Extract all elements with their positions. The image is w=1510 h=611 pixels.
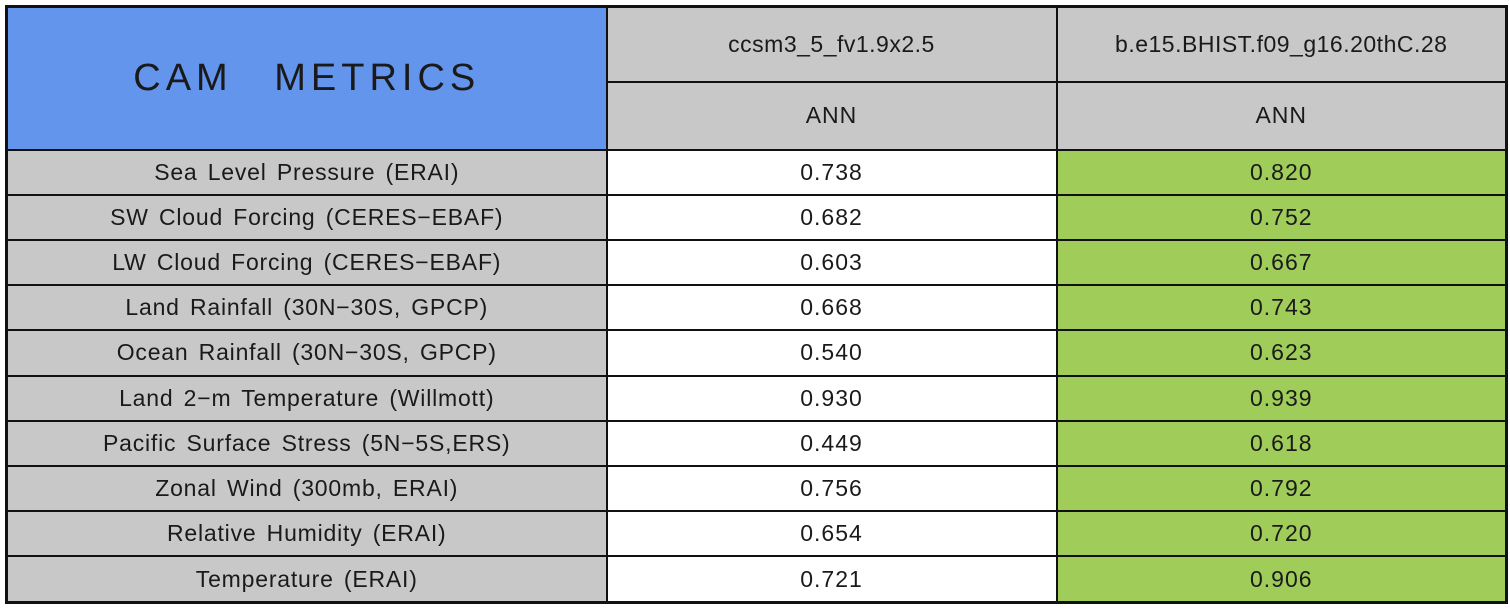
metric-label: Sea Level Pressure (ERAI) [5,148,608,196]
metric-value-model1: 0.603 [605,238,1058,287]
metric-value-model2: 0.618 [1055,419,1508,468]
column-subheader-season-1: ANN [605,80,1058,151]
metric-value-model1: 0.930 [605,374,1058,422]
table-row: SW Cloud Forcing (CERES−EBAF) 0.682 0.75… [5,193,1508,241]
metric-value-model2: 0.623 [1055,329,1508,377]
metric-value-model1: 0.540 [605,329,1058,377]
column-subheader-season-2: ANN [1055,80,1508,151]
metric-label: SW Cloud Forcing (CERES−EBAF) [5,193,608,241]
metric-value-model2: 0.667 [1055,238,1508,287]
header-row-models: CAM METRICS ccsm3_5_fv1.9x2.5 b.e15.BHIS… [5,5,1508,151]
table-row: Relative Humidity (ERAI) 0.654 0.720 [5,510,1508,558]
metric-value-model1: 0.668 [605,284,1058,332]
metric-label: Pacific Surface Stress (5N−5S,ERS) [5,419,608,468]
metric-value-model1: 0.721 [605,555,1058,604]
metric-value-model1: 0.756 [605,465,1058,513]
metric-value-model2: 0.906 [1055,555,1508,604]
table-row: Sea Level Pressure (ERAI) 0.738 0.820 [5,148,1508,196]
metric-value-model2: 0.792 [1055,465,1508,513]
table-row: Land 2−m Temperature (Willmott) 0.930 0.… [5,374,1508,422]
metric-value-model2: 0.820 [1055,148,1508,196]
table-row: Zonal Wind (300mb, ERAI) 0.756 0.792 [5,465,1508,513]
column-header-model-1: ccsm3_5_fv1.9x2.5 [605,5,1058,83]
table-row: LW Cloud Forcing (CERES−EBAF) 0.603 0.66… [5,238,1508,287]
metric-value-model1: 0.682 [605,193,1058,241]
metric-label: LW Cloud Forcing (CERES−EBAF) [5,238,608,287]
table-title: CAM METRICS [5,5,608,151]
metric-label: Ocean Rainfall (30N−30S, GPCP) [5,329,608,377]
cam-metrics-table: CAM METRICS ccsm3_5_fv1.9x2.5 b.e15.BHIS… [5,5,1508,604]
metric-value-model1: 0.654 [605,510,1058,558]
metric-value-model2: 0.720 [1055,510,1508,558]
header-row-seasons: ANN ANN [7,80,1508,151]
metric-label: Zonal Wind (300mb, ERAI) [5,465,608,513]
table-row: Ocean Rainfall (30N−30S, GPCP) 0.540 0.6… [5,329,1508,377]
metric-value-model1: 0.738 [605,148,1058,196]
table-row: Pacific Surface Stress (5N−5S,ERS) 0.449… [5,419,1508,468]
table-row: Land Rainfall (30N−30S, GPCP) 0.668 0.74… [5,284,1508,332]
metric-value-model2: 0.743 [1055,284,1508,332]
table-row: Temperature (ERAI) 0.721 0.906 [5,555,1508,604]
metric-value-model1: 0.449 [605,419,1058,468]
metric-label: Land 2−m Temperature (Willmott) [5,374,608,422]
metric-value-model2: 0.752 [1055,193,1508,241]
metric-label: Land Rainfall (30N−30S, GPCP) [5,284,608,332]
column-header-model-2: b.e15.BHIST.f09_g16.20thC.28 [1055,5,1508,83]
metric-value-model2: 0.939 [1055,374,1508,422]
metric-label: Temperature (ERAI) [5,555,608,604]
metric-label: Relative Humidity (ERAI) [5,510,608,558]
